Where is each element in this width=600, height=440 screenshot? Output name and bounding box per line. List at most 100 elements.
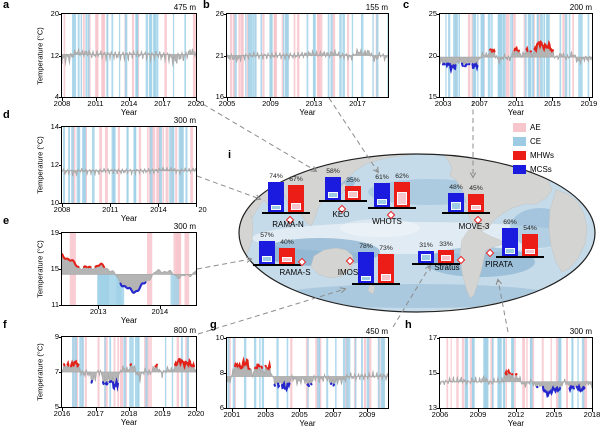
y-tick-mark bbox=[59, 269, 62, 270]
map-outline bbox=[238, 153, 596, 313]
legend-swatch-ce bbox=[513, 136, 526, 146]
ae-inset-bar bbox=[441, 254, 451, 261]
y-tick-mark bbox=[224, 14, 227, 15]
ce-inset-bar bbox=[505, 247, 515, 254]
timeseries-plot-h bbox=[439, 337, 593, 409]
x-tick-label: 2003 bbox=[434, 99, 452, 108]
x-tick-label: 2007 bbox=[324, 410, 342, 419]
depth-label-c: 200 m bbox=[569, 3, 592, 12]
timeseries-plot-c bbox=[439, 13, 593, 98]
ce-inset-bar bbox=[421, 254, 431, 261]
mhw-percent-label: 62% bbox=[395, 173, 409, 181]
timeseries-plot-e bbox=[61, 232, 197, 306]
y-tick-mark bbox=[59, 337, 62, 338]
y-tick-mark bbox=[59, 233, 62, 234]
station-baseline bbox=[442, 212, 490, 214]
x-tick-label: 2016 bbox=[53, 409, 71, 418]
ae-inset-bar bbox=[348, 190, 358, 198]
x-tick-label: 2001 bbox=[223, 410, 241, 419]
y-tick-mark bbox=[437, 97, 440, 98]
y-tick-mark bbox=[224, 55, 227, 57]
x-tick-label: 2017 bbox=[87, 409, 104, 418]
x-tick-mark bbox=[129, 98, 130, 101]
timeseries-plot-a bbox=[61, 13, 197, 98]
y-tick-mark bbox=[437, 55, 440, 57]
y-tick-label: 12 bbox=[50, 160, 59, 169]
x-tick-labels-f: 2016 2017 2018 2019 2020 bbox=[47, 409, 221, 419]
panel-letter-e: e bbox=[3, 215, 10, 227]
x-tick-mark bbox=[299, 409, 301, 412]
y-tick-label: 4 bbox=[54, 92, 59, 101]
x-tick-label: 2019 bbox=[580, 99, 598, 108]
station-baseline bbox=[262, 212, 310, 214]
x-tick-mark bbox=[270, 98, 272, 101]
y-tick-label: 25 bbox=[428, 9, 437, 18]
mhw-percent-label: 54% bbox=[523, 225, 537, 233]
x-tick-label: 2008 bbox=[53, 205, 71, 214]
mcs-percent-label: 74% bbox=[269, 173, 283, 181]
x-tick-mark bbox=[98, 306, 100, 309]
timeseries-plot-g bbox=[226, 337, 389, 409]
ce-inset-bar bbox=[361, 276, 371, 281]
x-axis-label-e: Year bbox=[120, 316, 138, 325]
x-tick-mark bbox=[196, 98, 197, 101]
x-tick-label: 2018 bbox=[120, 409, 138, 418]
timeseries-canvas-d bbox=[62, 127, 196, 203]
x-tick-label: 2003 bbox=[257, 410, 274, 419]
y-tick-mark bbox=[59, 55, 62, 57]
x-tick-label: 2017 bbox=[154, 99, 171, 108]
y-tick-label: 10 bbox=[50, 198, 59, 207]
y-tick-mark bbox=[224, 97, 227, 98]
x-tick-labels-a: 2008 2011 2014 2017 2020 bbox=[47, 99, 221, 109]
station-label-whots: WHOTS bbox=[372, 217, 402, 226]
x-tick-mark bbox=[162, 98, 164, 101]
x-tick-mark bbox=[367, 409, 369, 412]
y-tick-label: 20 bbox=[50, 9, 59, 18]
connector-line-b bbox=[328, 97, 379, 174]
x-tick-mark bbox=[231, 409, 233, 412]
ce-inset-bar bbox=[271, 204, 281, 210]
mhw-percent-label: 73% bbox=[379, 244, 393, 252]
x-tick-mark bbox=[265, 409, 267, 412]
x-tick-mark bbox=[552, 98, 554, 101]
timeseries-canvas-g bbox=[227, 338, 388, 408]
panel-letter-b: b bbox=[203, 0, 210, 11]
x-axis-label-h: Year bbox=[507, 419, 525, 428]
ce-inset-bar bbox=[377, 199, 387, 205]
x-tick-mark bbox=[129, 408, 130, 411]
y-tick-label: 15 bbox=[428, 92, 437, 101]
mcs-bar bbox=[268, 182, 284, 212]
station-label-rama-n: RAMA-N bbox=[272, 220, 304, 229]
x-tick-mark bbox=[196, 408, 197, 411]
x-tick-label: 2009 bbox=[469, 410, 487, 419]
x-tick-labels-c: 2003 2007 2011 2015 2019 bbox=[425, 99, 600, 109]
station-label-move-3: MOVE-3 bbox=[458, 222, 490, 231]
x-axis-label-a: Year bbox=[120, 108, 138, 117]
x-tick-label: 2008 bbox=[53, 99, 71, 108]
timeseries-canvas-b bbox=[227, 14, 388, 97]
timeseries-canvas-a bbox=[62, 14, 196, 97]
depth-label-b: 155 m bbox=[365, 3, 388, 12]
x-tick-labels-g: 2001 2003 2005 2007 2009 bbox=[212, 410, 413, 420]
panel-letter-a: a bbox=[3, 0, 10, 11]
panel-letter-f: f bbox=[3, 319, 7, 331]
y-tick-label: 15 bbox=[50, 264, 59, 273]
station-baseline bbox=[319, 200, 367, 202]
mcs-percent-label: 61% bbox=[375, 173, 389, 181]
ae-inset-bar bbox=[282, 256, 292, 262]
panel-letter-g: g bbox=[210, 319, 217, 331]
y-tick-label: 11 bbox=[51, 300, 59, 309]
mcs-bar bbox=[358, 251, 374, 283]
legend-row-mcss: MCSs bbox=[513, 162, 554, 176]
x-tick-mark bbox=[95, 408, 97, 411]
depth-label-f: 800 m bbox=[173, 326, 196, 335]
y-tick-mark bbox=[224, 338, 227, 339]
ae-inset-bar bbox=[291, 203, 301, 210]
connector-line-g bbox=[392, 264, 431, 328]
x-tick-label: 2011 bbox=[102, 205, 119, 214]
x-tick-label: 2014 bbox=[150, 205, 167, 214]
x-tick-label: 2020 bbox=[187, 99, 205, 108]
y-tick-mark bbox=[59, 165, 62, 166]
